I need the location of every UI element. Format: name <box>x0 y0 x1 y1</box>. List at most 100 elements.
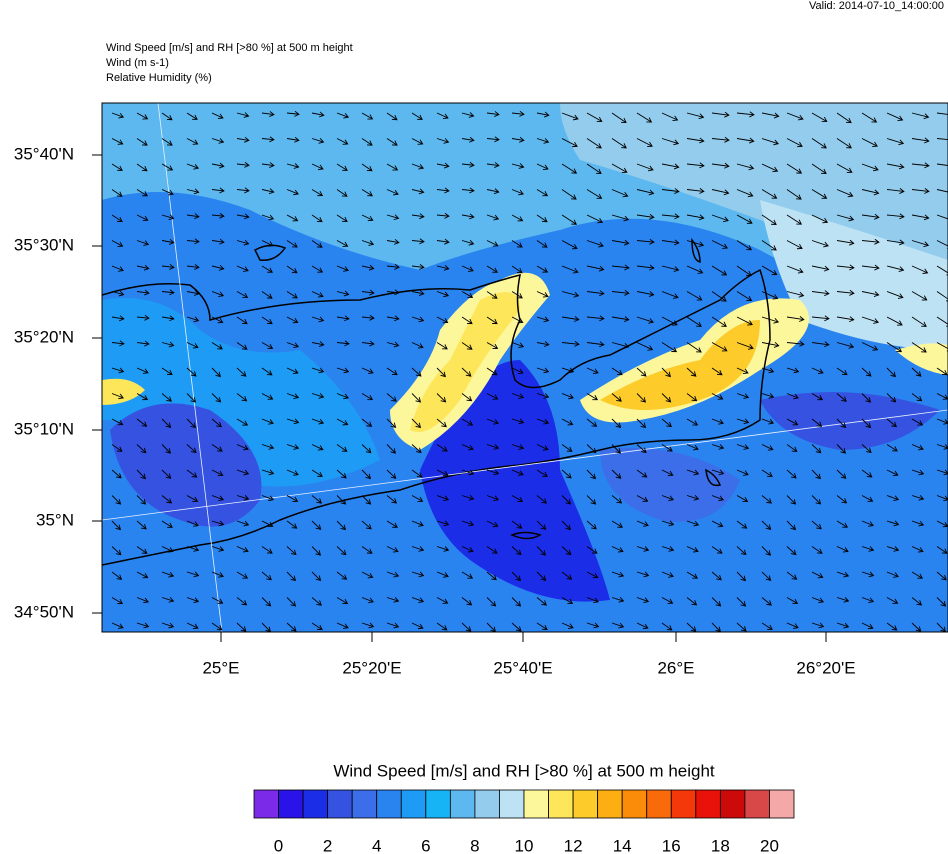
wind-arrow <box>886 393 897 403</box>
wind-arrow <box>611 622 625 629</box>
wind-arrow <box>161 597 175 603</box>
wind-arrow <box>786 214 803 225</box>
wind-arrow <box>861 291 880 298</box>
wind-arrow <box>411 495 424 502</box>
wind-arrow <box>386 571 400 578</box>
wind-arrow <box>311 265 324 273</box>
wind-arrow <box>361 214 374 222</box>
coastline <box>102 237 771 566</box>
wind-arrow <box>861 597 875 604</box>
wind-arrow <box>611 495 623 504</box>
wind-arrow <box>586 597 600 604</box>
wind-arrow <box>311 138 325 144</box>
wind-arrow <box>486 597 497 607</box>
wind-arrow <box>461 239 475 246</box>
wind-arrow <box>936 240 948 249</box>
wind-arrow <box>261 342 274 349</box>
wind-arrow <box>561 571 573 580</box>
wind-arrow <box>436 138 450 144</box>
colorbar-swatch <box>302 789 329 819</box>
wind-arrow <box>411 316 425 323</box>
wind-arrow <box>386 495 398 504</box>
wind-arrow <box>611 316 630 323</box>
wind-arrow <box>136 314 150 321</box>
wind-arrow <box>511 546 522 556</box>
wind-arrow <box>811 495 822 505</box>
colorbar-swatch <box>597 789 623 819</box>
wind-arrow <box>911 342 927 353</box>
wind-arrow <box>711 136 730 143</box>
wind-arrow <box>361 264 375 271</box>
wind-arrow <box>586 138 602 149</box>
wind-arrow <box>886 367 896 378</box>
wind-arrow <box>761 393 775 399</box>
wind-arrow <box>836 316 855 323</box>
wind-arrow <box>161 315 175 322</box>
wind-arrow <box>136 520 147 530</box>
wind-arrow <box>111 189 123 197</box>
wind-arrow <box>211 238 225 245</box>
wind-arrow <box>661 469 674 477</box>
wind-arrow <box>111 340 125 347</box>
wind-arrow <box>911 265 929 274</box>
wind-arrow <box>436 444 448 452</box>
wind-arrow <box>236 495 250 501</box>
colorbar-swatch <box>744 789 770 819</box>
wind-arrow <box>111 597 124 605</box>
wind-arrow <box>536 367 550 374</box>
wind-arrow <box>136 622 150 629</box>
wind-arrow <box>686 291 703 301</box>
wind-arrow <box>561 469 572 479</box>
wind-arrow <box>311 240 323 248</box>
wind-arrow <box>861 213 880 220</box>
wind-arrow <box>461 316 473 325</box>
colorbar-swatch <box>621 789 648 819</box>
wind-arrow <box>286 110 300 117</box>
wind-arrow <box>586 495 597 505</box>
wind-arrow <box>211 495 225 502</box>
y-axis-label: 35°20'N <box>14 327 74 346</box>
wind-arrow <box>686 520 700 527</box>
wind-arrow <box>211 520 225 527</box>
wind-arrow <box>711 546 723 554</box>
wind-arrow <box>911 137 930 144</box>
wind-arrow <box>786 316 805 322</box>
wind-arrow <box>186 597 200 603</box>
wind-arrow <box>711 520 724 528</box>
wind-arrow <box>586 622 600 629</box>
wind-arrow <box>861 495 874 502</box>
wind-arrow <box>461 393 473 402</box>
wind-arrow <box>811 290 830 297</box>
wind-arrow <box>586 240 604 248</box>
wind-arrow <box>911 520 925 527</box>
wind-arrow <box>761 214 777 226</box>
wind-arrow <box>511 163 525 169</box>
wind-arrow <box>661 188 680 194</box>
wind-arrow <box>661 571 674 578</box>
wind-arrow <box>836 418 847 429</box>
wind-arrow <box>436 162 450 169</box>
wind-arrow <box>636 342 654 351</box>
wind-arrow <box>661 495 675 502</box>
wind-arrow <box>536 520 547 530</box>
wind-arrow <box>236 213 250 220</box>
wind-arrow <box>261 111 275 117</box>
wind-arrow <box>386 520 398 528</box>
wind-arrow <box>311 495 323 504</box>
wind-arrow <box>811 520 822 530</box>
colorbar-label: 2 <box>323 836 332 854</box>
wind-arrow <box>411 112 423 120</box>
colorbar-swatch <box>523 789 549 819</box>
wind-arrow <box>136 112 149 120</box>
wind-arrow <box>286 163 300 169</box>
wind-arrow <box>636 138 653 148</box>
wind-arrow <box>411 597 425 603</box>
wind-arrow <box>686 342 702 353</box>
wind-arrow <box>661 597 674 604</box>
wind-arrow <box>936 367 948 376</box>
map <box>102 103 948 632</box>
wind-arrow <box>286 136 300 143</box>
wind-arrow <box>736 342 754 350</box>
wind-arrow <box>811 622 825 629</box>
wind-arrow <box>686 188 705 194</box>
